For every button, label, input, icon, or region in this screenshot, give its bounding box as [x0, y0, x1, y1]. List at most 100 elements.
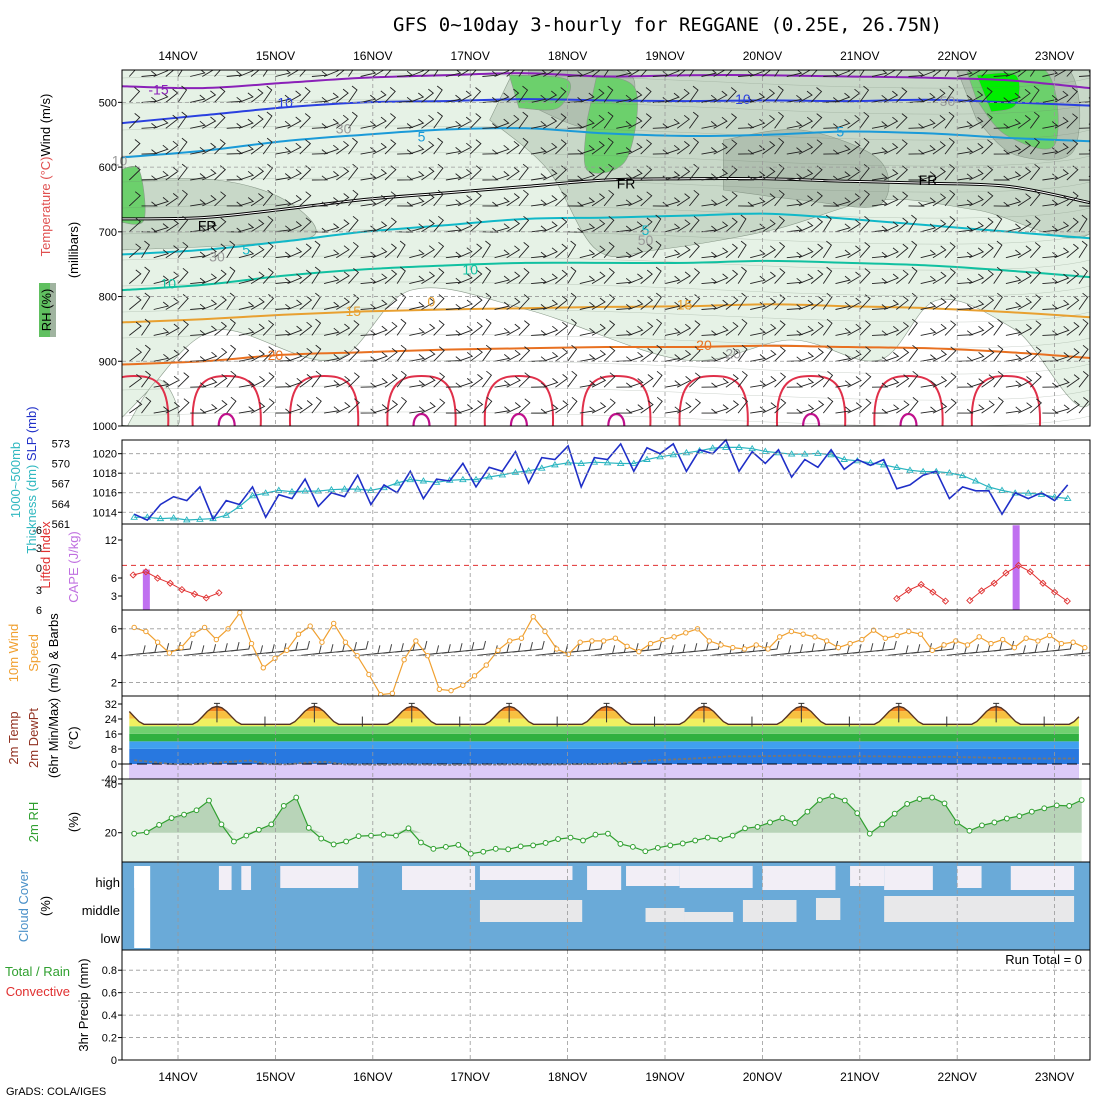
max-temp-mark — [700, 702, 707, 723]
wind-barb — [1029, 268, 1042, 284]
wind-barb — [421, 402, 436, 414]
wind-barb — [957, 382, 974, 388]
wind-barb — [262, 70, 269, 77]
lifted-index-point — [1014, 561, 1023, 570]
warm-surface-contour — [191, 374, 262, 426]
warm-surface-contour — [122, 374, 170, 426]
wind-barb — [348, 320, 360, 336]
wind-barb — [689, 372, 701, 388]
wind-barb — [640, 70, 648, 77]
rh-point — [979, 822, 985, 829]
wind-barb — [409, 118, 425, 129]
wind-barb — [165, 297, 180, 310]
x-tick-top: 17NOV — [451, 49, 490, 63]
wind-barb — [275, 225, 292, 233]
wind-barb — [810, 400, 825, 414]
y-tick: 800 — [99, 292, 117, 304]
rh-point — [405, 825, 412, 832]
wind-barb — [214, 243, 227, 259]
thickness-point — [1063, 494, 1072, 501]
warm-surface-contour — [873, 374, 944, 426]
lifted-index-tick: 6 — [36, 605, 42, 617]
lifted-index-point — [990, 579, 998, 587]
cape-bar — [142, 569, 150, 610]
wind-barb — [920, 328, 937, 336]
wind-barb — [676, 193, 691, 207]
wind-barb — [518, 242, 530, 258]
wind-speed-point — [612, 635, 619, 641]
wind-speed-point — [131, 624, 137, 631]
y-tick: 900 — [99, 356, 117, 368]
wind-barb — [238, 92, 254, 103]
contour-label: 0 — [427, 294, 435, 310]
wind-barb — [202, 325, 218, 336]
y-tick: 1000 — [93, 421, 117, 433]
wind-speed-point — [624, 643, 630, 649]
x-tick-bottom: 23NOV — [1035, 1070, 1074, 1084]
wind-barb — [1042, 121, 1059, 129]
wind-barb — [323, 197, 340, 207]
wind-barb — [920, 223, 937, 233]
high-cloud-gap — [402, 866, 476, 890]
wind-barb — [664, 275, 681, 285]
wind-barb — [421, 167, 435, 181]
x-tick-bottom: 15NOV — [256, 1070, 295, 1084]
wind-barb — [883, 143, 899, 155]
rh-contour-line — [122, 281, 1090, 297]
rh-point — [1053, 802, 1060, 809]
wind-barb — [141, 318, 151, 336]
wind-barb — [469, 321, 483, 336]
wind-barb — [409, 380, 426, 388]
wind-barb — [628, 116, 643, 129]
grid-lines — [122, 70, 1090, 1060]
wind-barb — [689, 70, 695, 77]
wind-barb — [518, 189, 529, 207]
wind-barb — [1017, 193, 1032, 207]
warm-surface-contour — [386, 374, 457, 426]
wind-speed-point — [941, 642, 947, 648]
wind-barb — [774, 216, 785, 233]
wind-speed-point — [906, 628, 912, 635]
wind-barb — [1066, 269, 1080, 284]
wind-barb — [287, 168, 302, 181]
y-axis-label: Thickness (dm) SLP (mb) — [24, 406, 39, 553]
wind-barb — [798, 325, 814, 336]
wind-barb — [518, 346, 531, 362]
slp-tick: 1018 — [93, 468, 117, 480]
wind-barb — [165, 70, 175, 77]
x-tick-bottom: 18NOV — [548, 1070, 587, 1084]
wind-barb — [238, 223, 255, 233]
thickness-point — [840, 455, 849, 462]
wind-barb — [323, 301, 340, 310]
y-axis-label: 2m DewPt — [26, 708, 41, 768]
wind-barb — [676, 141, 691, 155]
wind-barb — [445, 94, 462, 103]
wind-barb — [591, 376, 607, 388]
wind-barb — [360, 408, 377, 414]
wind-barb — [384, 243, 398, 259]
wind-barb — [640, 321, 654, 336]
wind-barb — [457, 70, 470, 77]
middle-cloud-fill — [815, 898, 841, 920]
wind-barb — [409, 275, 425, 285]
wind-speed-point — [788, 628, 795, 635]
wind-barb — [944, 70, 951, 77]
wind-barb — [128, 139, 141, 155]
wind-barb — [616, 382, 633, 388]
wind-barb — [457, 299, 473, 310]
wind-barb — [214, 70, 221, 77]
wind-barb — [226, 344, 237, 362]
wind-barb — [591, 141, 605, 155]
rh-low-left — [122, 379, 180, 426]
wind-barb — [129, 400, 143, 414]
lifted-index-tick: -6 — [32, 525, 42, 537]
wind-barb — [737, 240, 747, 258]
wind-barb — [944, 242, 956, 258]
wind-barb — [701, 408, 718, 414]
middle-cloud-fill — [684, 912, 734, 922]
wind-barb — [506, 271, 521, 284]
wind-barb — [1017, 402, 1033, 414]
wind-barb — [555, 400, 569, 414]
wind-barb — [579, 171, 596, 181]
